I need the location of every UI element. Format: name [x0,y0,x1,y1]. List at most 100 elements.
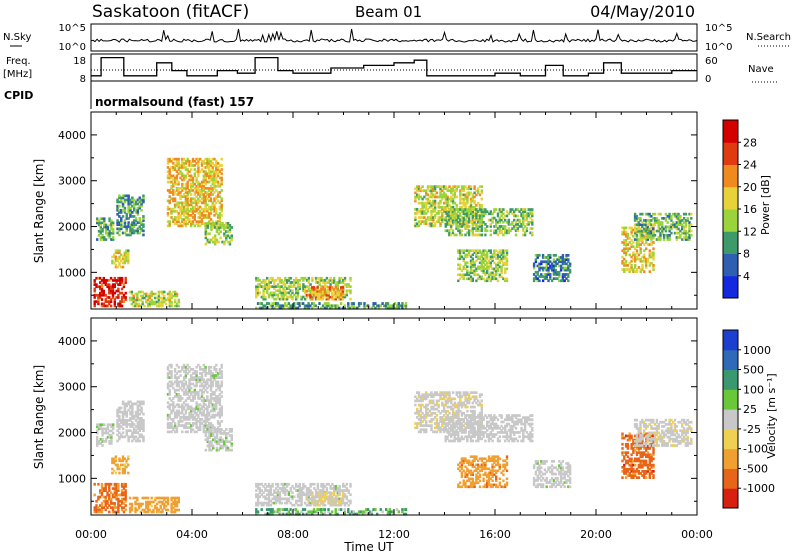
x-tick-label: 16:00 [479,528,511,541]
velocity-colorbar-label: Velocity [m s⁻¹] [765,373,778,458]
nsky-tick-bottom: 10^0 [59,42,86,53]
colorbar-tick-label: -100 [743,443,768,456]
echo-region-1 [96,423,115,447]
echo-region-1 [96,217,115,241]
freq-tick-bottom: 8 [80,74,86,85]
nave-tick-top: 60 [705,56,718,67]
freq-trace [91,56,697,77]
nsky-label: N.Sky [3,32,31,43]
colorbar-swatch [723,275,738,299]
freq-tick-top: 18 [73,56,86,67]
echo-region-7 [255,276,352,301]
colorbar-swatch [723,448,738,469]
nave-label: Nave [748,64,774,75]
velocity-ylabel: Slant Range [km] [32,365,46,469]
y-tick-label: 3000 [58,381,86,394]
echo-region-2 [111,455,130,475]
colorbar-swatch [723,209,738,232]
colorbar-tick-label: 16 [743,203,757,216]
colorbar-swatch [723,349,738,371]
freq-panel: Freq. [MHz] 18 8 60 0 Nave [3,53,778,85]
nsky-trace [90,28,698,43]
echo-region-9 [255,302,408,310]
colorbar-tick-label: 8 [743,248,750,261]
echo-region-8 [305,286,345,301]
colorbar-tick-label: -500 [743,462,768,475]
colorbar-swatch [723,253,738,277]
echo-region-4 [128,290,180,308]
echo-region-11 [444,414,534,443]
date-title: 04/May/2010 [590,2,695,21]
echo-region-0 [93,276,127,308]
echo-region-3 [116,400,145,443]
colorbar-swatch [723,164,738,188]
colorbar-frame [722,329,739,509]
colorbar-swatch [723,186,738,210]
colorbar-swatch [723,428,738,450]
colorbar-swatch [723,142,738,165]
colorbar-tick-label: 500 [743,364,764,377]
colorbar-tick-label: 12 [743,225,757,238]
echo-region-3 [116,194,145,237]
colorbar-tick-label: -1000 [743,482,775,495]
echo-region-13 [532,460,572,489]
colorbar-swatch [723,468,738,489]
station-title: Saskatoon (fitACF) [92,2,249,22]
echo-region-12 [457,249,509,283]
colorbar-tick-label: 24 [743,159,757,172]
colorbar-swatch [723,488,738,509]
velocity-colorbar: 1000 500 100 25 -25 -100 -500 -1000 [722,329,775,509]
echo-region-13 [532,254,572,283]
cpid-value: normalsound (fast) 157 [95,95,254,109]
colorbar-tick-label: 28 [743,136,757,149]
echo-region-6 [204,222,233,246]
freq-label: Freq. [6,56,31,67]
colorbar-swatch [723,120,738,143]
echo-region-12 [457,455,509,489]
colorbar-swatch [723,409,738,430]
cpid-label: CPID [4,89,33,102]
velocity-panel: 1000 2000 3000 4000 Slant Range [km] [32,317,698,516]
nsky-panel: N.Sky 10^5 10^0 10^5 10^0 N.Search [3,23,791,53]
power-colorbar: 4 8 12 16 20 24 28 [722,119,757,299]
colorbar-tick-label: 1000 [743,344,771,357]
echo-region-11 [444,208,534,237]
power-colorbar-label: Power [dB] [759,175,772,235]
x-axis-title: Time UT [343,540,394,554]
echo-region-8 [305,492,345,507]
colorbar-tick-label: 100 [743,383,764,396]
power-ylabel: Slant Range [km] [32,159,46,263]
x-tick-label: 20:00 [580,528,612,541]
x-tick-label: 08:00 [277,528,309,541]
echo-region-2 [111,249,130,269]
nsearch-label: N.Search [746,32,791,43]
colorbar-swatch [723,231,738,254]
nsearch-tick-top: 10^5 [705,23,732,34]
echo-region-15 [633,418,693,447]
beam-title: Beam 01 [355,3,422,21]
colorbar-swatch [723,369,738,390]
colorbar-swatch [723,389,738,410]
echo-region-0 [93,482,127,514]
y-tick-label: 3000 [58,175,86,188]
nsearch-tick-bottom: 10^0 [705,42,732,53]
y-tick-label: 1000 [58,472,86,485]
echo-region-6 [204,428,233,452]
nsky-tick-top: 10^5 [59,23,86,34]
echo-region-15 [633,212,693,241]
echo-region-5 [166,363,223,434]
echo-region-10 [414,391,483,434]
y-tick-label: 2000 [58,221,86,234]
power-panel: 1000 2000 3000 4000 Slant Range [km] [32,111,698,310]
colorbar-tick-label: -25 [743,423,761,436]
x-tick-label: 12:00 [378,528,410,541]
colorbar-tick-label: 4 [743,270,750,283]
echo-region-4 [128,496,180,514]
x-tick-label: 00:00 [75,528,107,541]
nave-tick-bottom: 0 [705,74,711,85]
y-tick-label: 4000 [58,335,86,348]
colorbar-swatch [723,330,738,351]
y-tick-label: 4000 [58,129,86,142]
echo-region-9 [255,508,408,516]
